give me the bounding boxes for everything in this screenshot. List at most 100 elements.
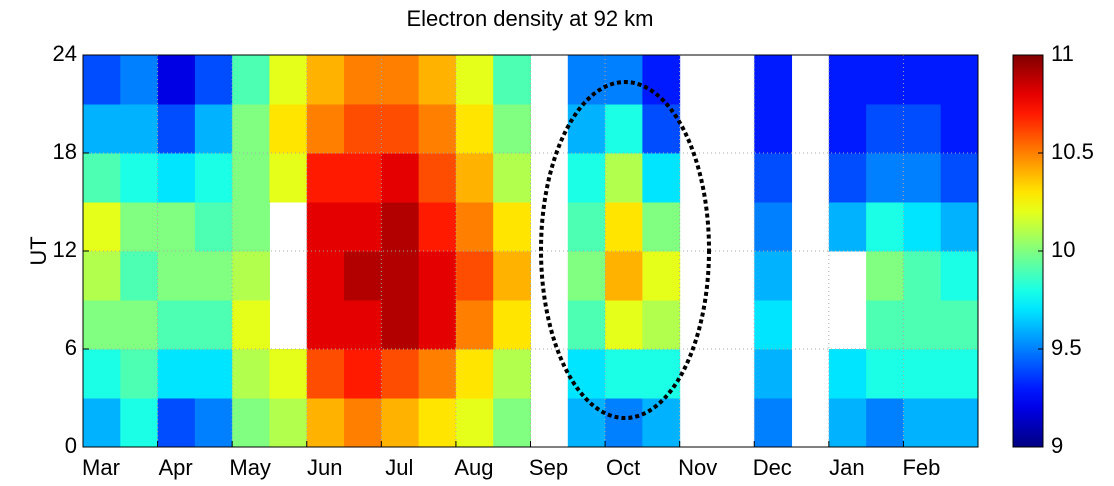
heat-cell <box>903 349 942 399</box>
heat-cell <box>903 251 942 301</box>
heat-cell <box>157 398 196 448</box>
y-tick-label: 0 <box>65 433 77 458</box>
heat-cell <box>157 300 196 350</box>
heat-cell <box>455 153 494 203</box>
heat-cell <box>754 251 793 301</box>
x-tick-label: Mar <box>82 455 120 480</box>
heat-cell <box>493 251 531 301</box>
heat-cell <box>306 349 345 399</box>
heat-cell <box>232 349 270 399</box>
heat-cell <box>344 300 382 350</box>
y-tick-label: 24 <box>53 41 77 66</box>
heat-cell <box>605 251 643 301</box>
heat-cell <box>828 55 867 105</box>
heat-cell <box>306 55 345 105</box>
heat-cell <box>381 153 420 203</box>
heat-cell <box>493 349 531 399</box>
heat-cell <box>828 349 867 399</box>
x-tick-label: Nov <box>678 455 717 480</box>
heat-cell <box>194 349 233 399</box>
heat-cell <box>493 153 531 203</box>
heat-cell <box>269 398 308 448</box>
heat-cell <box>567 104 606 154</box>
heat-cell <box>567 398 606 448</box>
heat-cell <box>754 104 793 154</box>
x-tick-label: Aug <box>454 455 493 480</box>
heat-cell <box>866 251 904 301</box>
heat-cell <box>903 202 942 252</box>
x-tick-label: Jul <box>385 455 413 480</box>
heat-cell <box>642 153 681 203</box>
heat-cell <box>232 202 270 252</box>
heat-cell <box>828 398 867 448</box>
heat-cell <box>344 251 382 301</box>
heat-cell <box>642 251 681 301</box>
heat-cell <box>605 349 643 399</box>
heat-cell <box>83 300 121 350</box>
heat-cell <box>455 398 494 448</box>
heat-cell <box>344 104 382 154</box>
heat-cell <box>605 202 643 252</box>
heat-cell <box>381 251 420 301</box>
y-tick-label: 12 <box>53 237 77 262</box>
heat-cell <box>232 104 270 154</box>
heat-cell <box>157 202 196 252</box>
heat-cell <box>269 153 308 203</box>
heat-cell <box>605 300 643 350</box>
heat-cell <box>418 104 457 154</box>
heat-cell <box>567 202 606 252</box>
heat-cell <box>120 300 159 350</box>
x-tick-label: Dec <box>753 455 792 480</box>
heat-cell <box>344 55 382 105</box>
heat-cell <box>194 55 233 105</box>
x-tick-label: Sep <box>529 455 568 480</box>
heat-cell <box>157 251 196 301</box>
heat-cell <box>642 349 681 399</box>
y-axis-label: UT <box>26 236 51 265</box>
heat-cell <box>232 398 270 448</box>
heat-cell <box>605 104 643 154</box>
heat-cell <box>344 202 382 252</box>
heat-cell <box>83 55 121 105</box>
heat-cell <box>940 300 979 350</box>
heat-cell <box>754 153 793 203</box>
heat-cell <box>344 398 382 448</box>
heat-cell <box>269 349 308 399</box>
heat-cell <box>567 349 606 399</box>
heat-cell <box>120 251 159 301</box>
heat-cell <box>83 104 121 154</box>
heat-cell <box>455 251 494 301</box>
heat-cell <box>120 55 159 105</box>
heat-cell <box>940 398 979 448</box>
heat-cell <box>232 300 270 350</box>
heat-cell <box>157 153 196 203</box>
heat-cell <box>567 153 606 203</box>
heat-cell <box>120 153 159 203</box>
heat-cell <box>493 398 531 448</box>
heat-cell <box>940 251 979 301</box>
colorbar-tick-label: 9 <box>1051 433 1063 458</box>
heat-cell <box>754 55 793 105</box>
heat-cell <box>866 349 904 399</box>
heat-cell <box>493 202 531 252</box>
heat-cell <box>754 349 793 399</box>
heat-cell <box>754 202 793 252</box>
heat-cell <box>381 300 420 350</box>
heat-cell <box>232 251 270 301</box>
heat-cell <box>940 202 979 252</box>
heat-cell <box>493 300 531 350</box>
heat-cell <box>83 202 121 252</box>
heat-cell <box>642 202 681 252</box>
y-tick-label: 6 <box>65 335 77 360</box>
heat-cell <box>455 349 494 399</box>
heat-cell <box>83 349 121 399</box>
x-tick-label: Apr <box>158 455 192 480</box>
heat-cell <box>306 300 345 350</box>
heat-cell <box>418 398 457 448</box>
heat-cell <box>866 300 904 350</box>
heat-cell <box>157 55 196 105</box>
heat-cell <box>381 55 420 105</box>
heat-cell <box>381 398 420 448</box>
heat-cell <box>306 251 345 301</box>
